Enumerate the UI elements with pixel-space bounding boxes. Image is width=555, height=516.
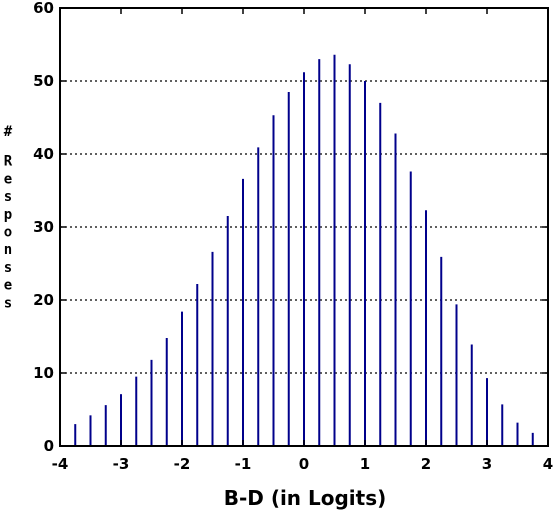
x-axis-title: B-D (in Logits) xyxy=(224,486,387,510)
x-tick-label: -4 xyxy=(52,455,69,473)
x-tick-label: 4 xyxy=(543,455,553,473)
y-tick-label: 0 xyxy=(44,437,54,455)
x-tick-label: -3 xyxy=(113,455,130,473)
y-tick-label: 50 xyxy=(33,72,54,90)
x-tick-label: 0 xyxy=(299,455,309,473)
x-tick-label: 2 xyxy=(421,455,431,473)
y-tick-labels: 0 10 20 30 40 50 60 xyxy=(33,0,54,455)
y-axis-title-char: e xyxy=(4,171,12,187)
y-axis-title-char: e xyxy=(4,278,12,294)
y-axis-title-char: n xyxy=(4,242,12,258)
x-tick-label: -2 xyxy=(174,455,191,473)
y-tick-label: 40 xyxy=(33,145,54,163)
y-tick-label: 10 xyxy=(33,364,54,382)
bars xyxy=(74,54,534,446)
y-axis-title-char: R xyxy=(4,154,13,170)
x-tick-label: 1 xyxy=(360,455,370,473)
y-axis-title-char: o xyxy=(4,225,12,241)
x-tick-label: 3 xyxy=(482,455,492,473)
y-tick-label: 20 xyxy=(33,291,54,309)
x-tick-labels: -4 -3 -2 -1 0 1 2 3 4 xyxy=(52,455,554,473)
y-axis-title-char: s xyxy=(4,189,12,205)
x-tick-label: -1 xyxy=(235,455,252,473)
y-axis-title-char: # xyxy=(4,124,13,140)
y-axis-title-char: s xyxy=(4,295,12,311)
y-axis-title-char: s xyxy=(4,260,12,276)
y-tick-label: 60 xyxy=(33,0,54,17)
y-tick-label: 30 xyxy=(33,218,54,236)
y-axis-title-char: p xyxy=(4,207,12,223)
grid-lines xyxy=(60,80,548,374)
tick-marks xyxy=(59,7,549,447)
